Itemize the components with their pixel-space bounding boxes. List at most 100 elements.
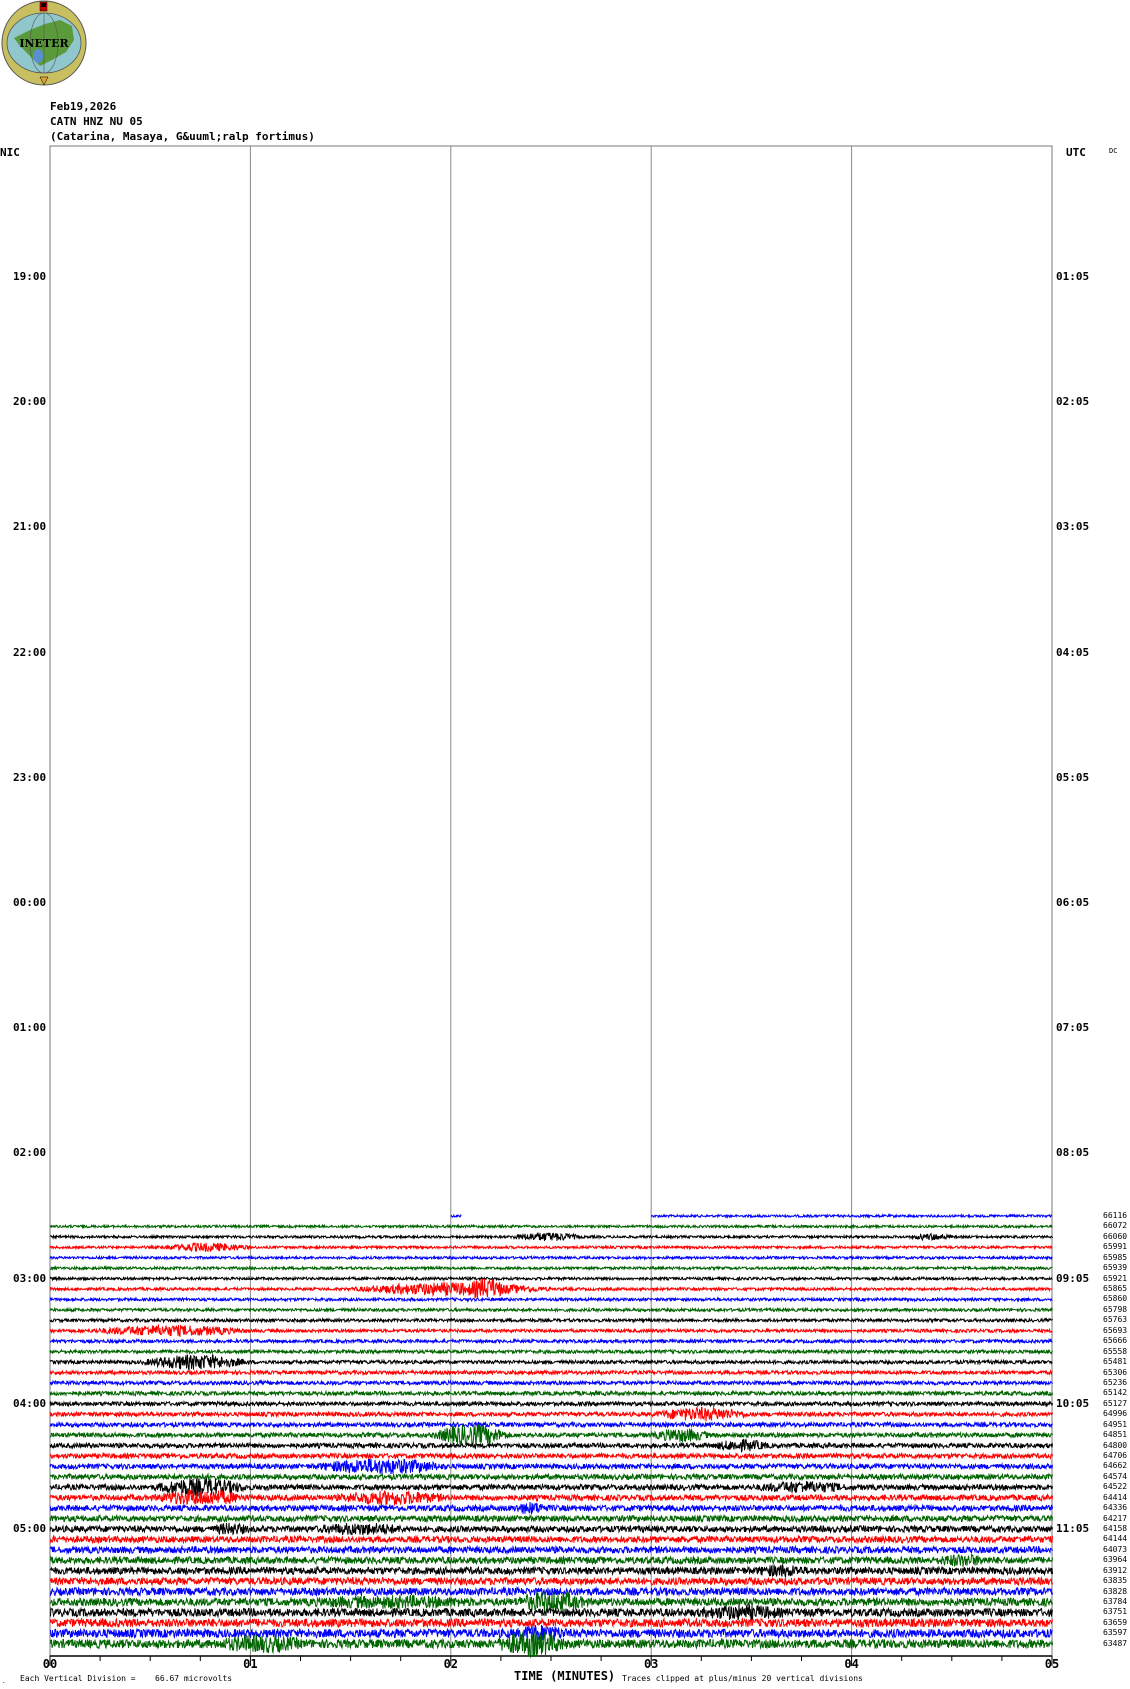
station-label: CATN HNZ NU 05 <box>50 115 143 128</box>
seismic-trace <box>49 1368 1053 1377</box>
seismic-trace <box>49 1575 1053 1587</box>
nic-hour-label: 04:00 <box>13 1396 47 1410</box>
utc-axis-label: UTC <box>1066 146 1086 159</box>
trace-count-label: 64662 <box>1103 1461 1128 1471</box>
seismic-trace <box>49 1232 1053 1242</box>
trace-count-label: 65985 <box>1103 1252 1128 1262</box>
trace-count-label: 64706 <box>1103 1450 1128 1460</box>
trace-count-label: 66072 <box>1103 1221 1128 1231</box>
trace-count-label: 63597 <box>1103 1628 1128 1638</box>
nic-hour-label: 21:00 <box>13 520 47 534</box>
nic-hour-label: 01:00 <box>13 1021 47 1035</box>
trace-count-label: 64073 <box>1103 1544 1128 1554</box>
seismic-trace <box>49 1296 1053 1303</box>
nic-hour-label: 22:00 <box>13 645 47 659</box>
seismic-trace <box>49 1472 1053 1482</box>
trace-count-label: 63487 <box>1103 1638 1128 1648</box>
seismic-trace <box>49 1591 1053 1612</box>
trace-count-label: 65693 <box>1103 1325 1128 1335</box>
nic-hour-label: 19:00 <box>13 270 47 283</box>
seismic-trace <box>49 1241 1053 1253</box>
minute-tick-label: 01 <box>243 1657 258 1671</box>
seismic-trace <box>49 1254 1053 1261</box>
trace-count-label: 65481 <box>1103 1357 1128 1367</box>
utc-hour-label: 04:05 <box>1056 645 1090 659</box>
plot-frame <box>49 145 1053 1657</box>
nic-hour-label: 03:00 <box>13 1271 47 1285</box>
seismic-trace <box>49 1458 1053 1475</box>
scale-value: 66.67 microvolts <box>155 1674 233 1683</box>
utc-hour-label: 03:05 <box>1056 520 1090 534</box>
utc-hour-label: 08:05 <box>1056 1146 1090 1160</box>
nic-axis-label: NIC <box>0 146 20 159</box>
trace-count-label: 65127 <box>1103 1398 1128 1408</box>
seismic-trace <box>49 1223 1053 1230</box>
dc-label: DC <box>1109 147 1118 155</box>
nic-hour-label: 20:00 <box>13 395 47 409</box>
seismic-trace <box>49 1544 1053 1556</box>
utc-hour-label: 05:05 <box>1056 770 1090 784</box>
trace-count-label: 64996 <box>1103 1409 1128 1419</box>
seismic-trace <box>450 1213 462 1219</box>
seismic-trace <box>49 1379 1053 1387</box>
seismic-trace <box>650 1213 1053 1219</box>
trace-count-label: 64414 <box>1103 1492 1128 1502</box>
seismic-trace <box>49 1602 1053 1621</box>
utc-hour-label: 09:05 <box>1056 1271 1090 1285</box>
trace-count-label: 65865 <box>1103 1284 1128 1294</box>
seismic-trace <box>49 1316 1053 1324</box>
trace-count-label: 65236 <box>1103 1377 1128 1387</box>
trace-count-label: 65798 <box>1103 1304 1128 1314</box>
scale-label: Each Vertical Division = <box>20 1674 136 1683</box>
trace-count-label: 65763 <box>1103 1315 1128 1325</box>
seismic-trace <box>49 1438 1053 1453</box>
seismic-trace <box>49 1278 1053 1300</box>
corner-mark: . <box>2 1678 6 1685</box>
trace-count-label: 64522 <box>1103 1482 1128 1492</box>
seismic-trace <box>49 1275 1053 1282</box>
trace-count-label: 64336 <box>1103 1503 1128 1513</box>
seismic-trace <box>49 1348 1053 1356</box>
seismic-trace <box>49 1488 1053 1507</box>
trace-count-label: 64144 <box>1103 1534 1128 1544</box>
trace-count-label: 65921 <box>1103 1273 1128 1283</box>
nic-hour-label: 02:00 <box>13 1146 47 1160</box>
seismic-trace <box>49 1477 1053 1497</box>
seismic-trace <box>49 1354 1053 1372</box>
trace-count-label: 65666 <box>1103 1336 1128 1346</box>
trace-count-label: 63784 <box>1103 1597 1128 1607</box>
seismic-trace <box>49 1616 1053 1629</box>
seismic-trace <box>49 1405 1053 1422</box>
seismic-trace <box>49 1451 1053 1461</box>
trace-count-label: 64800 <box>1103 1440 1128 1450</box>
seismic-trace <box>49 1631 1053 1659</box>
nic-hour-label: 23:00 <box>13 770 47 784</box>
trace-count-label: 66060 <box>1103 1231 1128 1241</box>
trace-count-label: 64217 <box>1103 1513 1128 1523</box>
seismic-trace <box>49 1513 1053 1524</box>
trace-count-label: 64574 <box>1103 1471 1128 1481</box>
trace-count-label: 64851 <box>1103 1430 1128 1440</box>
trace-count-label: 63835 <box>1103 1576 1128 1586</box>
trace-count-label: 65558 <box>1103 1346 1128 1356</box>
minute-tick-label: 03 <box>643 1657 659 1671</box>
trace-count-label: 64158 <box>1103 1524 1128 1533</box>
trace-count-label: 65991 <box>1103 1242 1128 1252</box>
utc-hour-label: 06:05 <box>1056 896 1090 909</box>
trace-count-label: 64951 <box>1103 1419 1128 1429</box>
trace-count-label: 63964 <box>1103 1555 1128 1565</box>
trace-count-label: 65939 <box>1103 1263 1128 1273</box>
trace-count-label: 63828 <box>1103 1586 1128 1596</box>
minute-tick-label: 05 <box>1044 1657 1060 1671</box>
seismic-trace <box>49 1264 1053 1272</box>
date-label: Feb19,2026 <box>50 100 117 113</box>
trace-count-label: 63659 <box>1103 1617 1128 1627</box>
seismic-trace <box>49 1563 1053 1578</box>
trace-count-label: 65306 <box>1103 1367 1128 1377</box>
nic-hour-label: 05:00 <box>13 1522 47 1535</box>
trace-count-label: 63751 <box>1103 1607 1128 1617</box>
seismic-trace <box>49 1522 1053 1536</box>
trace-count-label: 63912 <box>1103 1565 1128 1575</box>
minute-tick-label: 04 <box>844 1657 859 1671</box>
